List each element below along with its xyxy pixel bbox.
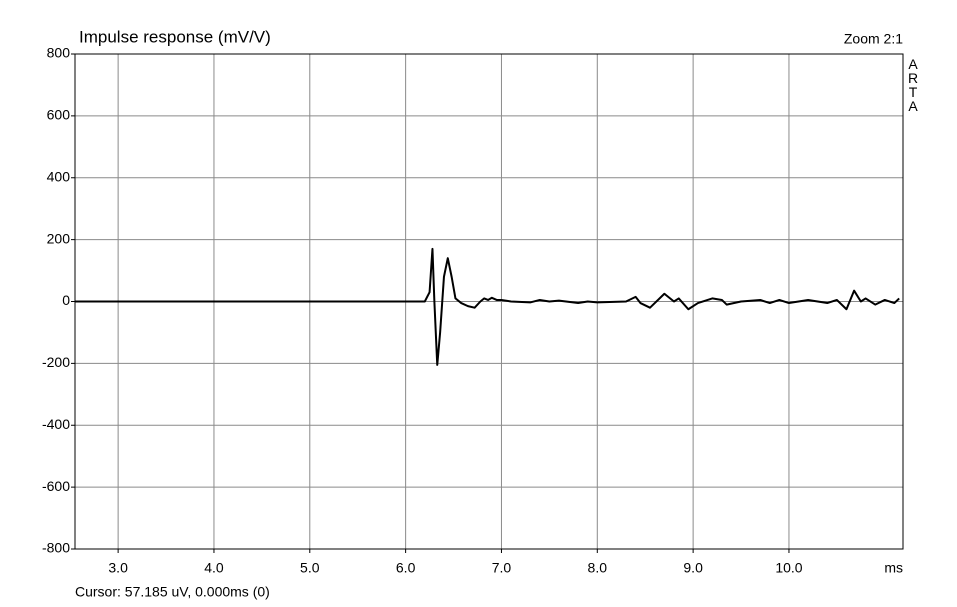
y-tick-label: 400 <box>47 168 71 184</box>
y-tick-label: -400 <box>42 416 70 432</box>
y-tick-label: 800 <box>47 45 71 61</box>
x-axis-label: ms <box>884 560 903 576</box>
x-tick-label: 4.0 <box>204 560 224 576</box>
x-tick-label: 9.0 <box>683 560 703 576</box>
x-tick-label: 10.0 <box>775 560 802 576</box>
cursor-readout: Cursor: 57.185 uV, 0.000ms (0) <box>75 584 270 600</box>
y-tick-label: 0 <box>62 292 70 308</box>
zoom-label: Zoom 2:1 <box>844 31 903 47</box>
y-tick-label: -200 <box>42 354 70 370</box>
impulse-line <box>75 247 900 366</box>
x-tick-label: 5.0 <box>300 560 320 576</box>
watermark: ARTA <box>905 56 921 112</box>
y-tick-label: -800 <box>42 540 70 556</box>
x-tick-label: 7.0 <box>492 560 512 576</box>
y-tick-label: 600 <box>47 107 71 123</box>
chart-title: Impulse response (mV/V) <box>79 27 271 46</box>
x-tick-label: 3.0 <box>108 560 128 576</box>
y-tick-label: 200 <box>47 230 71 246</box>
x-tick-label: 6.0 <box>396 560 416 576</box>
y-tick-label: -600 <box>42 478 70 494</box>
x-tick-label: 8.0 <box>588 560 608 576</box>
